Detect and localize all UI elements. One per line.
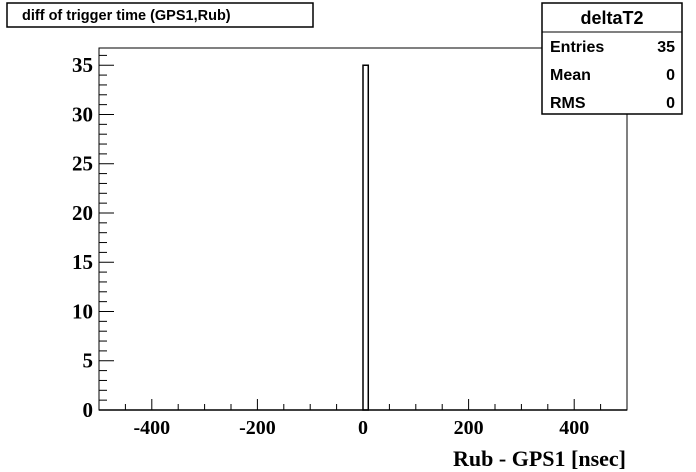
x-tick-label: -200 [239, 417, 276, 439]
stats-rms-value: 0 [666, 95, 675, 112]
title-box [6, 2, 314, 28]
y-tick-label: 20 [72, 201, 93, 225]
y-tick-label: 15 [72, 250, 93, 274]
y-tick-label: 35 [72, 53, 93, 77]
stats-mean-value: 0 [666, 67, 675, 84]
stats-rms-label: RMS [550, 95, 586, 112]
y-tick-label: 30 [72, 102, 93, 126]
stats-box-name: deltaT2 [580, 8, 643, 28]
y-tick-label: 10 [72, 299, 93, 323]
x-tick-label: 200 [454, 417, 484, 439]
y-tick-label: 25 [72, 152, 93, 176]
stats-entries-value: 35 [657, 39, 675, 56]
y-tick-label: 0 [83, 398, 94, 422]
x-tick-label: 0 [358, 417, 368, 439]
chart-title: diff of trigger time (GPS1,Rub) [22, 8, 231, 24]
x-axis-label: Rub - GPS1 [nsec] [453, 446, 626, 471]
stats-entries-label: Entries [550, 39, 604, 56]
x-tick-label: 400 [559, 417, 589, 439]
y-tick-label: 5 [83, 349, 94, 373]
x-tick-label: -400 [133, 417, 170, 439]
histogram-bin-0 [362, 64, 370, 411]
stats-mean-label: Mean [550, 67, 591, 84]
stats-box [541, 2, 683, 115]
